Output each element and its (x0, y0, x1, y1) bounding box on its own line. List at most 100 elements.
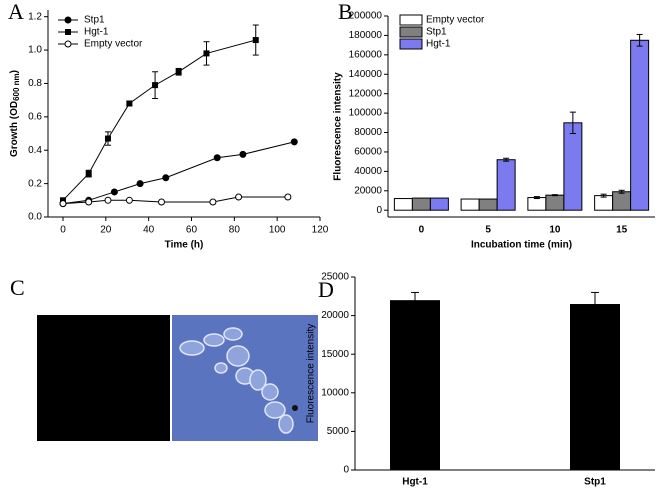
error-bar (503, 157, 510, 162)
error-bar (618, 189, 625, 194)
y-tick-label: 0.4 (28, 145, 42, 156)
y-tick-label: 100000 (349, 108, 383, 119)
y-tick-label: 60000 (354, 147, 382, 158)
bar (545, 194, 565, 211)
marker (104, 196, 112, 204)
x-tick-label: 15 (616, 225, 628, 236)
legend-swatch (399, 14, 423, 26)
y-tick-label: 20000 (321, 310, 349, 321)
micrograph (37, 315, 318, 441)
legend-marker (65, 29, 71, 35)
y-tick-label: 1.2 (28, 11, 42, 22)
x-tick-label: 10 (549, 225, 561, 236)
bar (630, 39, 650, 211)
y-tick-label: 1.0 (28, 45, 42, 56)
bar (411, 197, 431, 211)
series-line (62, 39, 256, 201)
legend-label: Hgt-1 (426, 39, 451, 50)
x-axis-label: Time (h) (165, 240, 204, 251)
marker (125, 196, 133, 204)
legend-marker (64, 40, 72, 48)
marker (110, 188, 118, 196)
y-axis-label: Fluorescence intensity (333, 72, 344, 181)
y-tick-label: 200000 (349, 11, 383, 22)
x-tick-label: 120 (312, 225, 329, 236)
legend-label: Empty vector (84, 39, 143, 50)
marker (290, 138, 298, 146)
legend-label: Stp1 (426, 27, 447, 38)
y-tick-label: 160000 (349, 49, 383, 60)
y-axis-label-part: ) (9, 70, 20, 73)
bar (594, 195, 614, 211)
y-tick-label: 0 (376, 205, 382, 216)
marker (209, 198, 217, 206)
y-tick-label: 0.6 (28, 111, 42, 122)
legend-marker (64, 16, 72, 24)
x-axis-label: Incubation time (min) (471, 240, 572, 251)
y-axis-label: Growth (OD600 nm) (9, 70, 21, 157)
marker (85, 170, 92, 177)
y-tick-label: 20000 (354, 185, 382, 196)
y-tick-label: 0.0 (28, 212, 42, 223)
y-tick-label: 5000 (327, 426, 350, 437)
x-tick-label: 0 (419, 225, 425, 236)
error-bar (591, 291, 599, 317)
marker (252, 37, 259, 44)
error-bar (533, 196, 540, 200)
bar (393, 198, 413, 211)
dark-spot (292, 405, 298, 411)
x-tick-label: 60 (186, 225, 198, 236)
marker (203, 50, 210, 57)
marker (284, 193, 292, 201)
legend-label: Hgt-1 (84, 27, 109, 38)
x-tick-label: 80 (229, 225, 241, 236)
marker (158, 198, 166, 206)
bar (460, 198, 480, 211)
fluorescence-image (37, 315, 170, 441)
y-tick-label: 15000 (321, 349, 349, 360)
bar (563, 122, 583, 211)
bar (570, 304, 620, 470)
marker (162, 174, 170, 182)
panel-label: B (338, 0, 353, 24)
y-tick-label: 180000 (349, 30, 383, 41)
y-tick-label: 140000 (349, 69, 383, 80)
cells (179, 327, 294, 434)
legend-swatch (399, 26, 423, 38)
error-bar (551, 194, 558, 197)
bar (429, 197, 449, 211)
y-tick-label: 0 (343, 465, 349, 476)
panel-label: C (10, 275, 25, 300)
legend-label: Empty vector (426, 15, 485, 26)
marker (59, 200, 67, 208)
x-tick-label: 100 (269, 225, 286, 236)
x-tick-label: 20 (100, 225, 112, 236)
y-tick-label: 120000 (349, 88, 383, 99)
marker (152, 82, 159, 89)
error-bar (600, 193, 607, 198)
marker (126, 100, 133, 107)
x-tick-label: 40 (143, 225, 155, 236)
bar (478, 198, 498, 211)
bar (390, 300, 440, 470)
legend-swatch (399, 38, 423, 50)
y-tick-label: 10000 (321, 387, 349, 398)
y-tick-label: 0.2 (28, 178, 42, 189)
error-bar (569, 111, 576, 134)
y-axis-label: Fluorescence intensity (306, 324, 317, 424)
x-tick-label: Stp1 (584, 477, 606, 488)
y-tick-label: 0.8 (28, 78, 42, 89)
marker (175, 68, 182, 75)
x-tick-label: 0 (60, 225, 66, 236)
bar (612, 191, 632, 211)
marker (104, 135, 111, 142)
marker (235, 193, 243, 201)
x-tick-label: 5 (485, 225, 491, 236)
panel-label: D (318, 277, 334, 302)
marker (85, 198, 93, 206)
error-bar (636, 33, 643, 47)
y-tick-label: 25000 (321, 272, 349, 283)
series-line (62, 141, 295, 205)
marker (213, 154, 221, 162)
